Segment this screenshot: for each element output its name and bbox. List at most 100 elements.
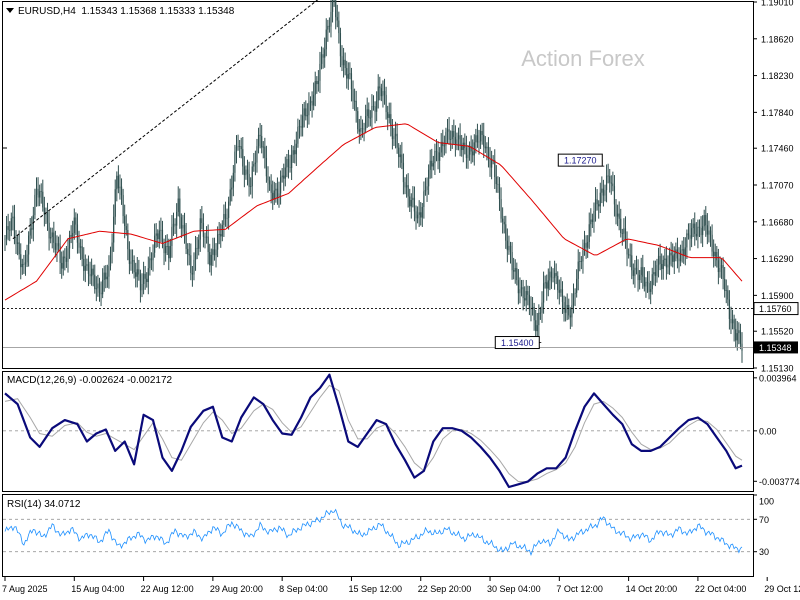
- candle-body: [618, 213, 620, 219]
- candle-body: [610, 182, 612, 184]
- candle-body: [580, 261, 582, 262]
- candle-body: [634, 267, 636, 276]
- candle-body: [664, 258, 666, 260]
- candle-body: [465, 148, 468, 159]
- candle-body: [165, 246, 167, 254]
- candle-body: [130, 261, 132, 264]
- candle-body: [571, 305, 573, 318]
- candle-body: [248, 173, 250, 187]
- candle-body: [563, 302, 565, 313]
- candle-body: [278, 193, 280, 198]
- candle-body: [596, 199, 598, 205]
- candle-body: [64, 256, 66, 259]
- candle-body: [94, 274, 96, 290]
- candle-body: [399, 154, 401, 158]
- candle-body: [105, 272, 107, 280]
- candle-body: [624, 228, 627, 240]
- candle-body: [524, 298, 526, 301]
- candle-body: [413, 197, 416, 212]
- time-axis-label: 7 Aug 2025: [2, 584, 48, 594]
- candle-body: [626, 239, 628, 255]
- candle-body: [215, 249, 217, 256]
- macd-axis-label: -0.003774: [759, 477, 800, 487]
- candle-body: [268, 180, 271, 185]
- candle-body: [297, 126, 299, 144]
- candle-body: [29, 228, 31, 236]
- candle-body: [109, 251, 112, 267]
- candle-body: [68, 234, 71, 249]
- candle-body: [10, 218, 12, 231]
- candle-body: [590, 219, 592, 225]
- candle-body: [161, 229, 164, 244]
- candle-body: [369, 117, 371, 119]
- candle-body: [739, 330, 742, 344]
- rsi-axis-label: 30: [759, 547, 769, 557]
- candle-body: [234, 151, 236, 173]
- candle-body: [142, 273, 145, 284]
- candle-body: [650, 288, 652, 292]
- candle-body: [713, 251, 715, 257]
- candle-body: [292, 150, 294, 155]
- candle-body: [404, 182, 406, 188]
- time-axis-label: 29 Oct 12:00: [764, 584, 800, 594]
- candle-body: [731, 319, 734, 324]
- candle-body: [456, 139, 458, 145]
- candle-body: [393, 136, 395, 140]
- triangle-down-icon[interactable]: [6, 8, 14, 13]
- rsi-axis-label: 70: [759, 515, 769, 525]
- candle-body: [84, 265, 86, 271]
- candle-body: [368, 109, 370, 118]
- candle-body: [284, 167, 286, 179]
- price-axis-label: 1.15520: [761, 327, 794, 337]
- current-price-tag: [754, 341, 798, 354]
- candle-body: [591, 219, 593, 222]
- price-axis-label: 1.15130: [761, 364, 794, 374]
- candle-body: [352, 89, 354, 102]
- candle-body: [79, 246, 82, 248]
- candle-body: [451, 130, 453, 139]
- candle-body: [632, 270, 634, 276]
- candle-body: [557, 275, 559, 291]
- candle-body: [552, 277, 554, 279]
- candle-body: [15, 237, 17, 244]
- candle-body: [530, 308, 532, 310]
- candle-body: [209, 252, 211, 266]
- candle-body: [16, 242, 19, 244]
- candle-body: [231, 187, 233, 190]
- candle-body: [398, 147, 400, 158]
- price-axis-label: 1.17070: [761, 181, 794, 191]
- candle-body: [95, 288, 97, 290]
- candle-body: [202, 223, 205, 237]
- candle-body: [736, 333, 738, 341]
- candle-body: [306, 115, 308, 117]
- candle-body: [531, 306, 534, 310]
- candle-body: [394, 133, 397, 137]
- candle-body: [76, 224, 79, 243]
- candle-body: [357, 111, 359, 130]
- candle-body: [72, 233, 74, 237]
- candle-body: [59, 246, 61, 263]
- candle-body: [598, 204, 600, 207]
- candle-body: [113, 216, 115, 243]
- rsi-axis-label: 100: [759, 497, 774, 507]
- candle-body: [108, 266, 110, 277]
- candle-body: [522, 287, 524, 299]
- candle-body: [668, 252, 671, 265]
- watermark-text: Action Forex: [521, 46, 645, 71]
- candle-body: [560, 289, 562, 293]
- candle-body: [365, 116, 367, 130]
- candle-body: [583, 242, 586, 251]
- price-axis-label: 1.19010: [761, 0, 794, 8]
- candle-body: [631, 255, 633, 271]
- candle-body: [366, 109, 368, 117]
- candle-body: [196, 247, 198, 249]
- candle-body: [708, 230, 710, 235]
- annotation-box: [494, 336, 540, 350]
- candle-body: [517, 280, 519, 294]
- candle-body: [70, 234, 72, 237]
- candle-body: [98, 283, 101, 293]
- candle-body: [725, 290, 727, 292]
- candle-body: [245, 169, 247, 176]
- candle-body: [320, 54, 323, 64]
